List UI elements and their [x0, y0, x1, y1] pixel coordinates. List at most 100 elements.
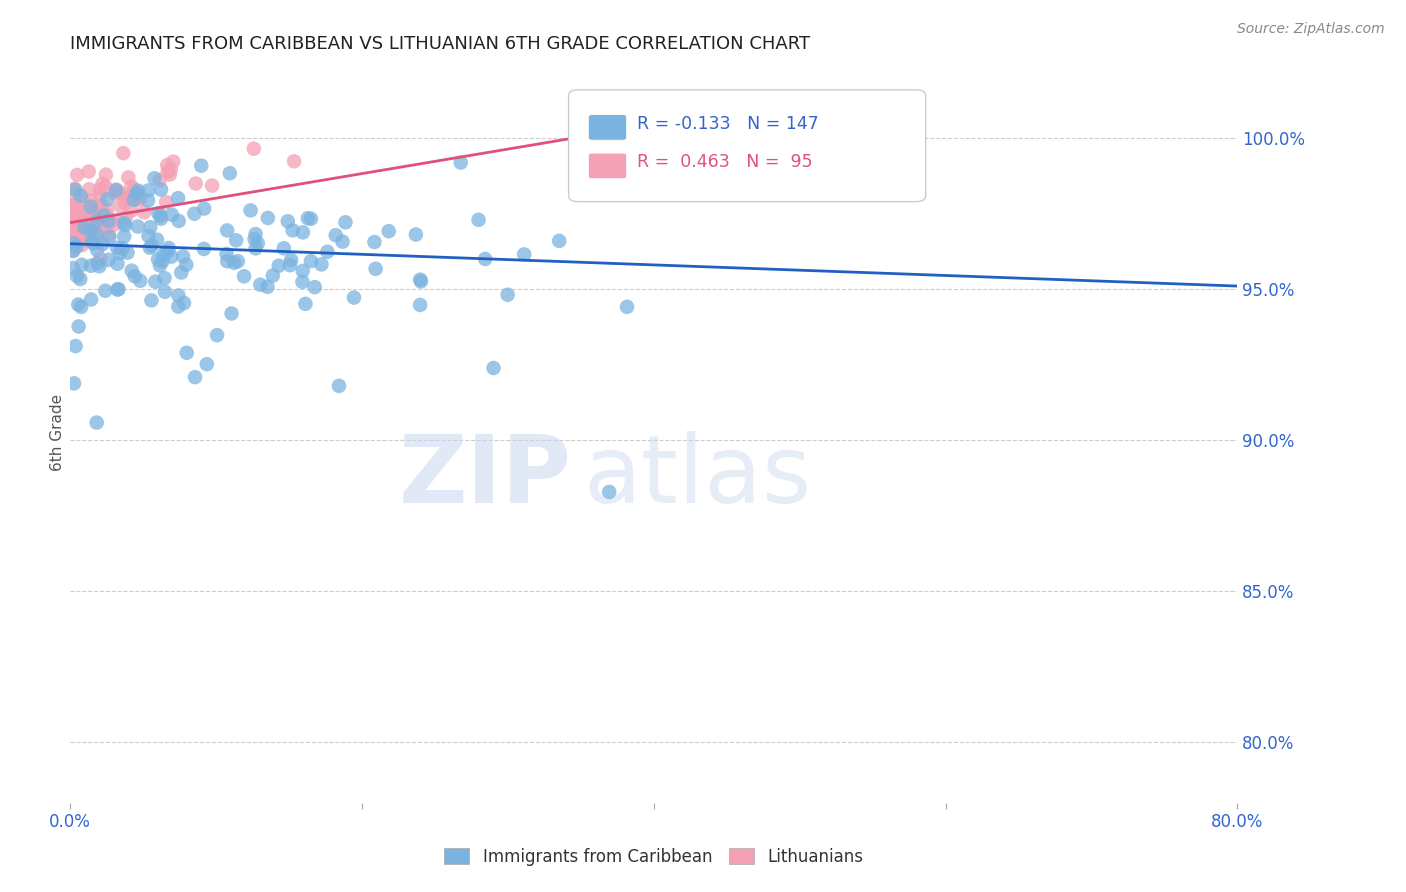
Point	[77, 214, 100, 228]
Point	[60, 230, 83, 244]
Point	[73, 220, 96, 235]
Point	[277, 214, 299, 228]
Point	[159, 168, 181, 182]
Point	[94, 284, 117, 298]
Point	[335, 215, 357, 229]
Point	[548, 234, 571, 248]
Point	[86, 232, 108, 246]
Point	[89, 190, 111, 204]
Point	[139, 241, 162, 255]
Point	[184, 177, 207, 191]
Point	[249, 277, 271, 292]
Point	[86, 256, 108, 270]
Point	[117, 170, 139, 185]
Point	[155, 194, 177, 209]
Point	[104, 186, 127, 201]
Point	[76, 215, 98, 229]
Point	[156, 244, 179, 259]
Point	[112, 216, 135, 230]
Text: IMMIGRANTS FROM CARIBBEAN VS LITHUANIAN 6TH GRADE CORRELATION CHART: IMMIGRANTS FROM CARIBBEAN VS LITHUANIAN …	[70, 35, 810, 53]
Point	[172, 249, 194, 263]
Point	[162, 154, 184, 169]
Point	[62, 261, 84, 276]
Point	[63, 181, 86, 195]
Point	[148, 206, 170, 220]
Point	[60, 227, 83, 242]
Point	[77, 182, 100, 196]
Point	[115, 191, 138, 205]
Point	[156, 165, 179, 179]
Point	[62, 214, 84, 228]
Point	[127, 219, 149, 234]
Point	[616, 300, 638, 314]
Point	[143, 275, 166, 289]
Point	[245, 227, 267, 241]
Point	[70, 238, 93, 252]
Point	[69, 272, 91, 286]
Point	[73, 219, 96, 233]
Point	[66, 217, 89, 231]
Point	[496, 287, 519, 301]
Point	[62, 216, 84, 230]
Point	[226, 254, 249, 268]
Point	[225, 233, 247, 247]
Point	[79, 223, 101, 237]
Point	[128, 191, 150, 205]
Point	[72, 234, 94, 248]
Point	[62, 211, 84, 226]
Point	[363, 235, 385, 249]
Y-axis label: 6th Grade: 6th Grade	[49, 394, 65, 471]
Point	[70, 300, 93, 314]
Point	[299, 254, 322, 268]
Point	[239, 203, 262, 218]
Point	[62, 244, 84, 258]
Point	[343, 291, 366, 305]
Point	[409, 298, 432, 312]
Point	[80, 293, 103, 307]
Point	[294, 297, 316, 311]
Point	[89, 182, 111, 196]
Point	[217, 223, 239, 237]
Point	[80, 194, 103, 208]
Point	[141, 293, 163, 308]
Point	[256, 280, 278, 294]
Point	[62, 199, 84, 213]
Point	[86, 227, 108, 241]
Point	[70, 258, 93, 272]
Point	[167, 288, 190, 302]
Point	[167, 300, 190, 314]
Point	[159, 162, 181, 177]
Point	[316, 244, 339, 259]
Point	[224, 256, 246, 270]
Point	[128, 193, 150, 207]
Point	[96, 209, 118, 223]
Point	[91, 177, 114, 191]
Point	[65, 200, 87, 214]
Point	[69, 219, 91, 233]
Point	[409, 274, 432, 288]
Point	[105, 183, 128, 197]
Point	[70, 209, 93, 223]
Point	[328, 379, 350, 393]
Point	[108, 246, 131, 260]
Point	[193, 242, 215, 256]
Point	[66, 168, 89, 182]
Point	[450, 155, 472, 169]
Point	[132, 205, 155, 219]
Point	[80, 200, 103, 214]
Point	[218, 166, 240, 180]
Point	[136, 194, 159, 208]
Point	[67, 297, 90, 311]
Point	[90, 198, 112, 212]
Point	[513, 247, 536, 261]
Point	[304, 280, 326, 294]
Point	[86, 213, 108, 227]
Point	[160, 250, 183, 264]
Point	[86, 243, 108, 257]
Point	[117, 245, 139, 260]
Point	[149, 173, 172, 187]
Legend: Immigrants from Caribbean, Lithuanians: Immigrants from Caribbean, Lithuanians	[437, 841, 870, 872]
Point	[65, 202, 87, 216]
Point	[89, 259, 111, 273]
Point	[262, 268, 284, 283]
